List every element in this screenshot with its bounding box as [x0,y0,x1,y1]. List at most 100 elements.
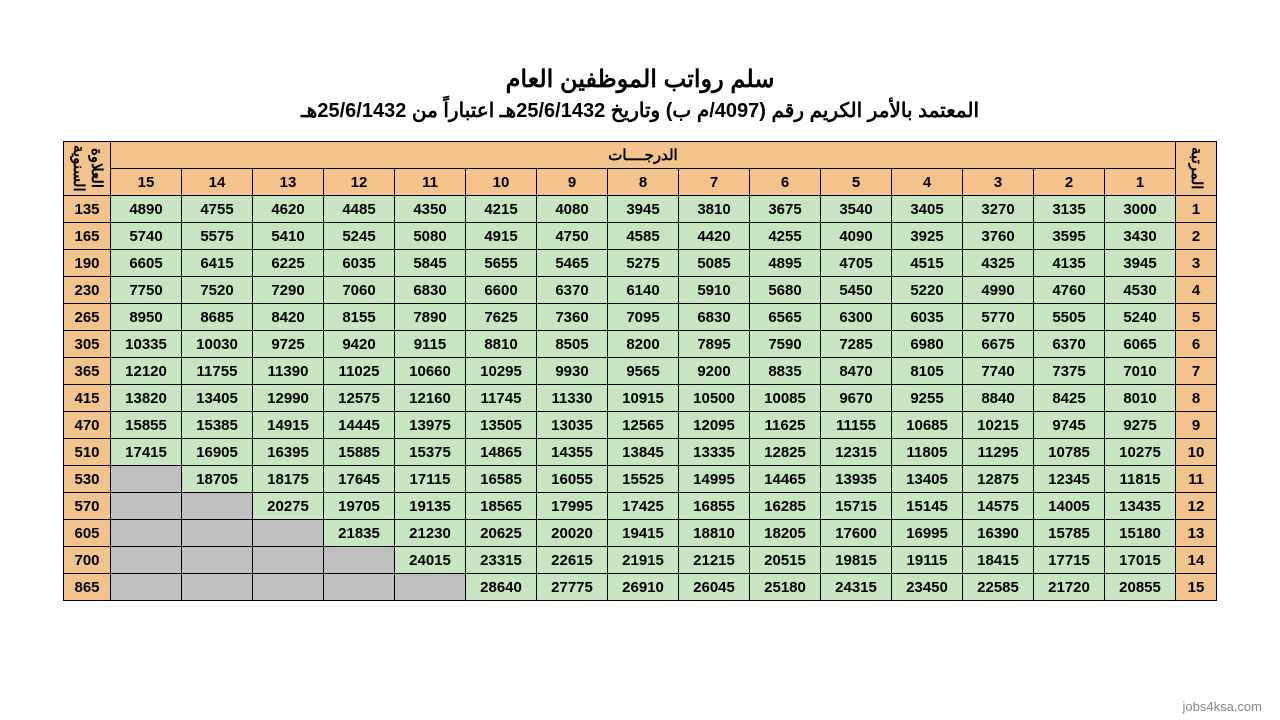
value-cell: 19705 [324,493,395,520]
value-cell: 23315 [466,547,537,574]
value-cell: 3000 [1105,196,1176,223]
increment-cell: 135 [64,196,111,223]
step-header: 12 [324,169,395,196]
empty-cell [182,574,253,601]
value-cell: 22615 [537,547,608,574]
value-cell: 16855 [679,493,750,520]
value-cell: 15385 [182,412,253,439]
value-cell: 21720 [1034,574,1105,601]
value-cell: 8200 [608,331,679,358]
salary-table: العلاوة السنوية الدرجــــات المرتبة 1514… [63,141,1217,601]
increment-cell: 570 [64,493,111,520]
value-cell: 5080 [395,223,466,250]
value-cell: 16585 [466,466,537,493]
value-cell: 13435 [1105,493,1176,520]
value-cell: 7095 [608,304,679,331]
value-cell: 11330 [537,385,608,412]
value-cell: 17415 [111,439,182,466]
value-cell: 9745 [1034,412,1105,439]
value-cell: 14005 [1034,493,1105,520]
value-cell: 6300 [821,304,892,331]
value-cell: 4915 [466,223,537,250]
value-cell: 22585 [963,574,1034,601]
value-cell: 18415 [963,547,1034,574]
value-cell: 15180 [1105,520,1176,547]
page-subtitle: المعتمد بالأمر الكريم رقم (4097/م ب) وتا… [0,98,1280,123]
value-cell: 12990 [253,385,324,412]
value-cell: 3540 [821,196,892,223]
value-cell: 10685 [892,412,963,439]
value-cell: 14915 [253,412,324,439]
grade-cell: 5 [1176,304,1217,331]
value-cell: 10215 [963,412,1034,439]
value-cell: 13845 [608,439,679,466]
value-cell: 18205 [750,520,821,547]
step-header: 2 [1034,169,1105,196]
value-cell: 6035 [892,304,963,331]
value-cell: 13405 [892,466,963,493]
value-cell: 6035 [324,250,395,277]
value-cell: 5575 [182,223,253,250]
value-cell: 4750 [537,223,608,250]
value-cell: 16055 [537,466,608,493]
value-cell: 13820 [111,385,182,412]
value-cell: 19815 [821,547,892,574]
empty-cell [253,574,324,601]
value-cell: 7895 [679,331,750,358]
value-cell: 14465 [750,466,821,493]
value-cell: 5240 [1105,304,1176,331]
value-cell: 8505 [537,331,608,358]
value-cell: 4485 [324,196,395,223]
increment-cell: 265 [64,304,111,331]
value-cell: 9670 [821,385,892,412]
value-cell: 14575 [963,493,1034,520]
value-cell: 3270 [963,196,1034,223]
table-body: 1354890475546204485435042154080394538103… [64,196,1217,601]
header-annual-increment: العلاوة السنوية [64,142,111,196]
empty-cell [111,520,182,547]
value-cell: 4215 [466,196,537,223]
value-cell: 20855 [1105,574,1176,601]
value-cell: 20275 [253,493,324,520]
value-cell: 7290 [253,277,324,304]
value-cell: 7010 [1105,358,1176,385]
value-cell: 4585 [608,223,679,250]
increment-cell: 415 [64,385,111,412]
value-cell: 6225 [253,250,324,277]
value-cell: 12825 [750,439,821,466]
value-cell: 5245 [324,223,395,250]
value-cell: 9200 [679,358,750,385]
step-header: 10 [466,169,537,196]
value-cell: 13035 [537,412,608,439]
value-cell: 21915 [608,547,679,574]
value-cell: 11805 [892,439,963,466]
value-cell: 9420 [324,331,395,358]
grade-cell: 6 [1176,331,1217,358]
value-cell: 11025 [324,358,395,385]
value-cell: 15885 [324,439,395,466]
value-cell: 27775 [537,574,608,601]
table-row: 1354890475546204485435042154080394538103… [64,196,1217,223]
value-cell: 8010 [1105,385,1176,412]
value-cell: 6830 [679,304,750,331]
value-cell: 9930 [537,358,608,385]
table-row: 5101741516905163951588515375148651435513… [64,439,1217,466]
value-cell: 19135 [395,493,466,520]
value-cell: 3675 [750,196,821,223]
value-cell: 7360 [537,304,608,331]
increment-cell: 530 [64,466,111,493]
value-cell: 6605 [111,250,182,277]
value-cell: 7590 [750,331,821,358]
table-row: 6052183521230206252002019415188101820517… [64,520,1217,547]
step-header: 5 [821,169,892,196]
value-cell: 6370 [537,277,608,304]
value-cell: 14355 [537,439,608,466]
value-cell: 7750 [111,277,182,304]
value-cell: 9565 [608,358,679,385]
empty-cell [111,466,182,493]
table-row: 8652864027775269102604525180243152345022… [64,574,1217,601]
value-cell: 9275 [1105,412,1176,439]
table-row: 5702027519705191351856517995174251685516… [64,493,1217,520]
grade-cell: 3 [1176,250,1217,277]
value-cell: 6565 [750,304,821,331]
